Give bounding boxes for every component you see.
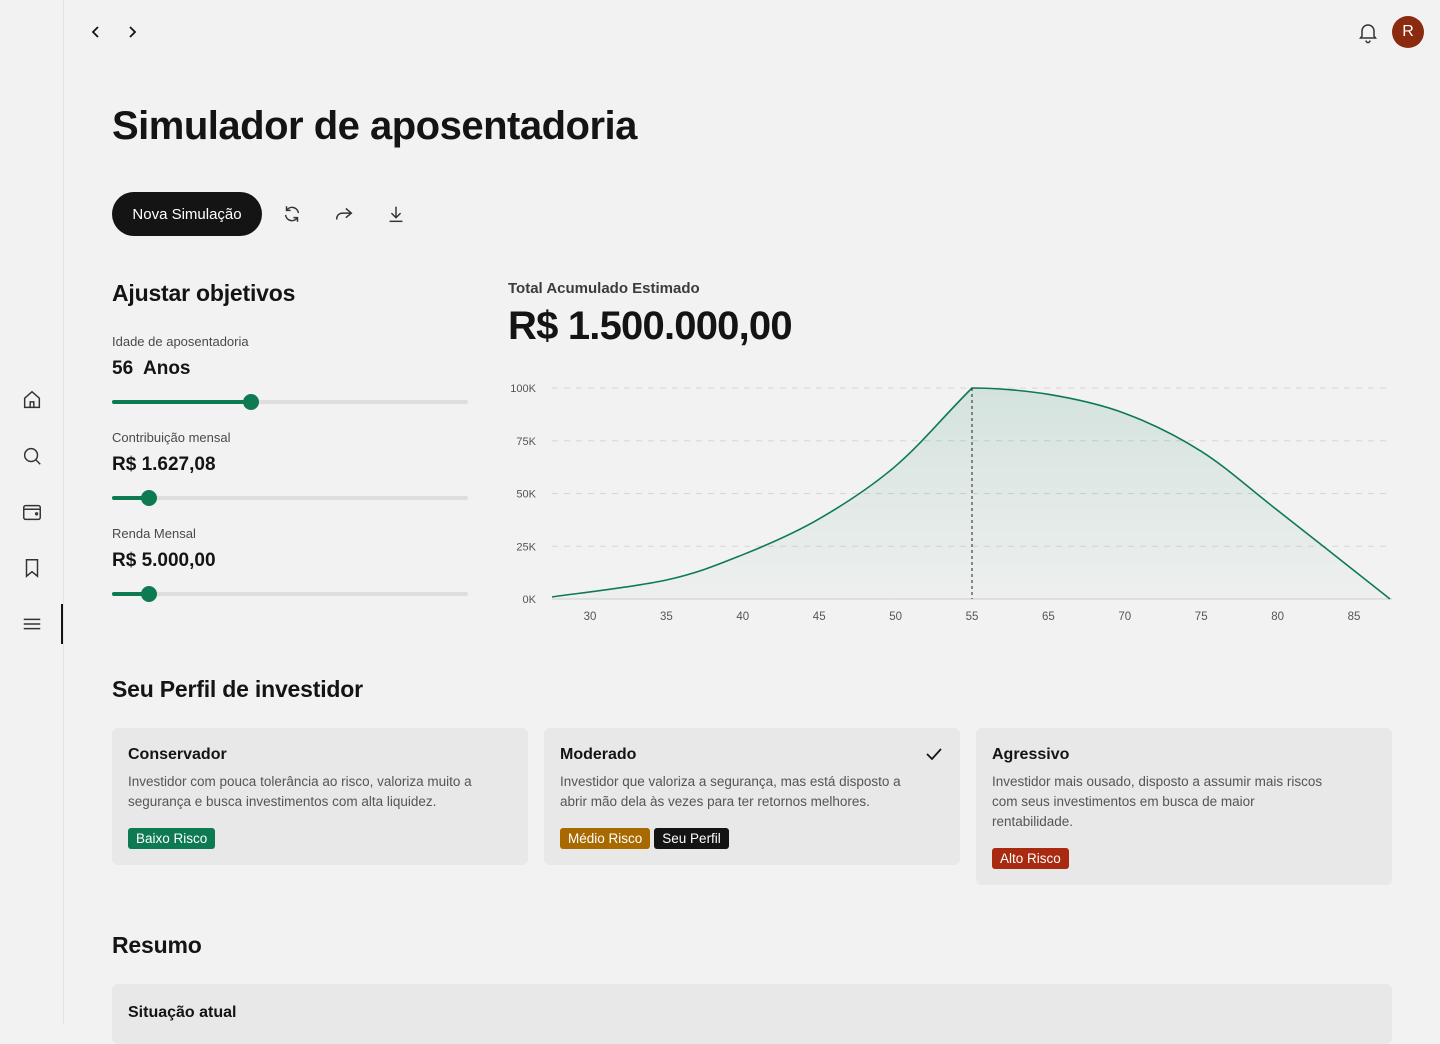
estimate-total: R$ 1.500.000,00 <box>508 304 793 348</box>
wallet-icon[interactable] <box>18 498 46 526</box>
sidebar <box>0 0 64 1024</box>
profile-card-aggressive[interactable]: Agressivo Investidor mais ousado, dispos… <box>976 728 1392 885</box>
series-area <box>552 388 1390 599</box>
monthly-contribution-label: Contribuição mensal <box>112 430 231 445</box>
slider-fill <box>112 400 251 404</box>
card-description: Investidor que valoriza a segurança, mas… <box>560 774 901 809</box>
retirement-age-label: Idade de aposentadoria <box>112 334 249 349</box>
x-tick-label: 45 <box>813 611 826 623</box>
summary-title: Resumo <box>112 932 202 958</box>
x-tick-label: 50 <box>889 611 902 623</box>
notifications-button[interactable] <box>1356 20 1380 44</box>
y-tick-label: 75K <box>516 436 536 448</box>
back-button[interactable] <box>84 18 108 46</box>
refresh-icon <box>284 206 300 222</box>
monthly-contribution-value: R$ 1.627,08 <box>112 454 216 475</box>
search-icon[interactable] <box>18 442 46 470</box>
chevron-right-icon <box>129 26 137 38</box>
y-tick-label: 0K <box>523 594 537 606</box>
page-title: Simulador de aposentadoria <box>112 104 637 148</box>
y-tick-label: 100K <box>510 383 536 395</box>
x-tick-label: 70 <box>1118 611 1131 623</box>
slider-thumb[interactable] <box>141 586 158 602</box>
profile-card-moderate[interactable]: Moderado Investidor que valoriza a segur… <box>544 728 960 865</box>
share-icon <box>335 207 353 220</box>
card-title: Conservador <box>128 746 227 763</box>
menu-icon[interactable] <box>18 610 46 638</box>
check-icon <box>926 748 942 761</box>
x-tick-label: 40 <box>736 611 749 623</box>
risk-badge: Médio Risco <box>560 828 651 849</box>
download-icon <box>389 206 403 223</box>
objectives-title: Ajustar objetivos <box>112 280 296 306</box>
x-tick-label: 65 <box>1042 611 1055 623</box>
refresh-button[interactable] <box>280 202 304 226</box>
forward-button[interactable] <box>120 18 144 46</box>
bell-icon <box>1359 24 1377 44</box>
y-tick-label: 50K <box>516 489 536 501</box>
card-title: Agressivo <box>992 746 1070 763</box>
avatar[interactable]: R <box>1392 16 1424 48</box>
home-icon[interactable] <box>18 386 46 414</box>
history-nav <box>84 18 144 46</box>
x-tick-label: 35 <box>660 611 673 623</box>
estimate-label: Total Acumulado Estimado <box>508 280 700 297</box>
new-simulation-button[interactable]: Nova Simulação <box>112 192 262 236</box>
accumulation-chart: 0K 25K 50K 75K 100K 30 35 40 45 50 55 65 70 75 80 85 <box>510 383 1392 623</box>
x-tick-label: 85 <box>1348 611 1361 623</box>
slider-thumb[interactable] <box>141 490 158 506</box>
card-description: Investidor com pouca tolerância ao risco… <box>128 774 472 809</box>
x-tick-label: 75 <box>1195 611 1208 623</box>
slider-fill <box>112 496 150 500</box>
x-tick-label: 55 <box>966 611 979 623</box>
monthly-contribution-slider[interactable] <box>112 490 468 506</box>
summary-card-title: Situação atual <box>128 1004 237 1021</box>
your-profile-badge: Seu Perfil <box>654 828 729 849</box>
card-title: Moderado <box>560 746 637 763</box>
bookmark-icon[interactable] <box>18 554 46 582</box>
chevron-left-icon <box>91 26 99 38</box>
y-tick-label: 25K <box>516 541 536 553</box>
card-description: Investidor mais ousado, disposto a assum… <box>992 774 1323 829</box>
risk-badge: Baixo Risco <box>128 828 216 849</box>
slider-fill <box>112 592 150 596</box>
profile-cards: Conservador Investidor com pouca tolerân… <box>112 728 1392 885</box>
retirement-age-value: 56 Anos <box>112 358 191 379</box>
share-button[interactable] <box>332 202 356 226</box>
x-tick-label: 30 <box>584 611 597 623</box>
retirement-age-slider[interactable] <box>112 394 468 410</box>
monthly-income-label: Renda Mensal <box>112 526 196 541</box>
monthly-income-slider[interactable] <box>112 586 468 602</box>
x-tick-label: 80 <box>1271 611 1284 623</box>
risk-badge: Alto Risco <box>992 848 1069 869</box>
profile-title: Seu Perfil de investidor <box>112 676 363 702</box>
profile-card-conservative[interactable]: Conservador Investidor com pouca tolerân… <box>112 728 528 865</box>
sidebar-active-indicator <box>61 604 63 644</box>
slider-thumb[interactable] <box>242 394 259 410</box>
download-button[interactable] <box>384 202 408 226</box>
summary-card: Situação atual <box>112 984 1392 1044</box>
monthly-income-value: R$ 5.000,00 <box>112 550 216 571</box>
